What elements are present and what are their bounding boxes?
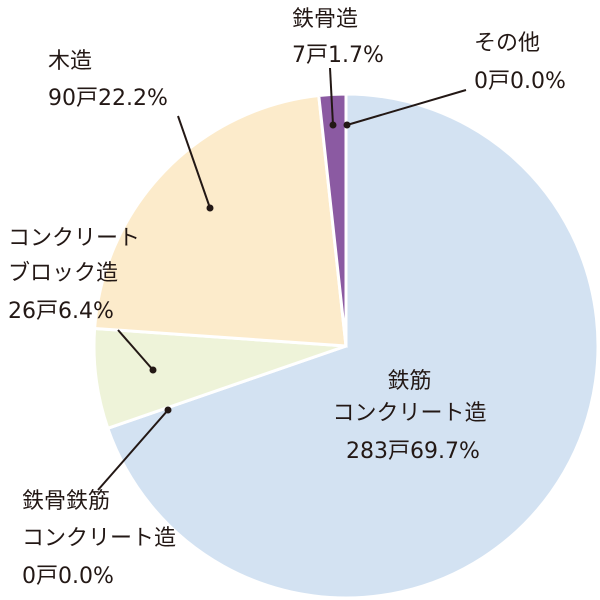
label-cb-line3: 26戸6.4% bbox=[8, 299, 114, 324]
pie-slice-rc bbox=[105, 92, 600, 600]
label-steel: 鉄骨造 7戸1.7% bbox=[292, 7, 384, 68]
pie-slices bbox=[92, 92, 600, 600]
label-src-line2: コンクリート造 bbox=[22, 526, 176, 551]
label-other: その他 0戸0.0% bbox=[474, 31, 566, 94]
leader-dot-other bbox=[343, 121, 351, 129]
leader-line-other bbox=[346, 89, 467, 126]
label-cb-line1: コンクリート bbox=[8, 226, 140, 251]
leader-line-steel bbox=[329, 67, 334, 126]
label-rc-line1: 鉄筋 bbox=[387, 369, 431, 394]
leader-line-wood bbox=[177, 115, 211, 209]
slice-labels: 鉄筋 コンクリート造 283戸69.7% 鉄骨鉄筋 コンクリート造 0戸0.0%… bbox=[8, 7, 566, 589]
leader-dot-wood bbox=[206, 204, 214, 212]
label-src: 鉄骨鉄筋 コンクリート造 0戸0.0% bbox=[22, 489, 183, 589]
label-steel-line2: 7戸1.7% bbox=[292, 43, 384, 68]
label-src-line3: 0戸0.0% bbox=[22, 564, 114, 589]
label-other-line1: その他 bbox=[474, 31, 540, 56]
label-other-line2: 0戸0.0% bbox=[474, 69, 566, 94]
leader-dot-src bbox=[164, 406, 172, 414]
leader-dot-steel bbox=[329, 121, 337, 129]
label-rc-line2: コンクリート造 bbox=[332, 401, 486, 426]
leader-lines bbox=[97, 67, 467, 491]
label-rc-line3: 283戸69.7% bbox=[346, 439, 480, 464]
pie-slice-wood bbox=[93, 93, 348, 348]
label-steel-line1: 鉄骨造 bbox=[292, 7, 358, 32]
leader-line-cb bbox=[117, 329, 154, 371]
label-cb: コンクリート ブロック造 26戸6.4% bbox=[8, 226, 147, 324]
label-wood: 木造 90戸22.2% bbox=[48, 49, 168, 111]
label-src-line1: 鉄骨鉄筋 bbox=[22, 489, 110, 514]
label-cb-line2: ブロック造 bbox=[8, 261, 118, 286]
leader-line-src bbox=[97, 409, 169, 491]
label-wood-line1: 木造 bbox=[48, 49, 92, 74]
label-rc: 鉄筋 コンクリート造 283戸69.7% bbox=[332, 369, 493, 464]
label-wood-line2: 90戸22.2% bbox=[48, 86, 168, 111]
leader-dot-cb bbox=[149, 366, 157, 374]
